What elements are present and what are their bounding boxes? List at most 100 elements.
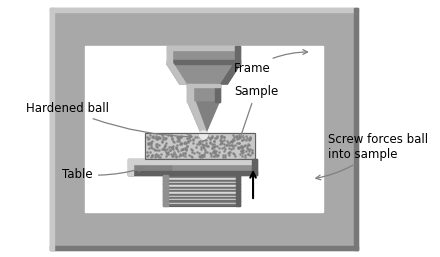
Polygon shape [163, 180, 240, 181]
Point [184, 139, 191, 143]
Point [202, 150, 209, 154]
Point [220, 142, 227, 146]
Point [218, 139, 225, 143]
Bar [167, 46, 240, 64]
Point [167, 133, 174, 137]
Point [241, 137, 248, 141]
Point [208, 142, 215, 146]
Point [155, 155, 162, 159]
Point [197, 153, 204, 157]
Point [231, 137, 238, 142]
Point [176, 154, 183, 158]
Point [224, 151, 231, 155]
Point [169, 154, 176, 158]
Point [198, 154, 205, 158]
Point [193, 145, 200, 149]
Text: Hardened ball: Hardened ball [26, 102, 192, 139]
Point [212, 136, 219, 140]
Point [208, 146, 215, 150]
Point [178, 142, 185, 146]
Point [152, 144, 159, 148]
Point [169, 154, 176, 158]
Text: Sample: Sample [234, 85, 278, 139]
Point [147, 145, 154, 149]
Point [147, 150, 154, 154]
Point [241, 153, 248, 157]
Point [211, 154, 218, 158]
Point [204, 144, 211, 148]
Point [149, 135, 156, 139]
Point [144, 154, 151, 158]
Point [235, 146, 242, 150]
Point [199, 153, 206, 157]
Point [189, 150, 196, 154]
Point [155, 148, 162, 152]
Point [235, 145, 242, 149]
Point [148, 139, 155, 143]
Point [151, 135, 158, 140]
Point [203, 141, 210, 145]
Point [197, 154, 204, 159]
Point [226, 150, 233, 154]
Point [184, 139, 191, 143]
Point [148, 153, 155, 157]
Point [217, 136, 224, 140]
Point [194, 135, 201, 139]
Point [196, 154, 203, 158]
Point [168, 144, 175, 149]
Point [239, 138, 246, 142]
Point [146, 136, 153, 140]
Point [247, 136, 254, 140]
Polygon shape [163, 203, 240, 204]
Point [145, 142, 152, 146]
Point [177, 141, 184, 145]
Point [145, 153, 152, 157]
Point [243, 134, 250, 138]
Point [174, 135, 181, 139]
Point [162, 136, 169, 140]
Polygon shape [163, 185, 240, 187]
Point [150, 135, 157, 139]
Point [178, 148, 185, 152]
Point [217, 138, 224, 142]
Point [167, 148, 174, 152]
Point [198, 133, 205, 137]
Point [242, 155, 249, 159]
Point [211, 149, 218, 153]
Point [245, 142, 252, 146]
Point [148, 146, 155, 150]
Bar [167, 46, 240, 50]
Point [202, 135, 209, 140]
Point [174, 134, 181, 139]
Point [207, 154, 214, 158]
Point [236, 141, 243, 145]
Circle shape [200, 131, 207, 139]
Bar [51, 246, 358, 250]
Polygon shape [163, 182, 240, 183]
Bar [167, 46, 172, 64]
Point [221, 135, 228, 139]
Point [162, 154, 169, 158]
Polygon shape [163, 199, 240, 200]
Polygon shape [167, 64, 186, 84]
Point [238, 149, 245, 153]
Polygon shape [167, 64, 240, 84]
Point [146, 146, 153, 150]
Point [163, 150, 170, 154]
Point [229, 151, 236, 155]
Circle shape [201, 132, 208, 140]
Point [244, 152, 251, 156]
Point [209, 146, 216, 151]
Point [172, 154, 179, 158]
Point [147, 155, 154, 159]
Point [171, 150, 178, 154]
Point [160, 147, 167, 151]
Point [173, 144, 180, 149]
Point [155, 135, 162, 140]
Point [173, 143, 180, 147]
Point [158, 147, 165, 151]
Point [227, 140, 234, 144]
Point [178, 153, 185, 157]
Bar [51, 8, 54, 250]
Point [165, 152, 172, 156]
